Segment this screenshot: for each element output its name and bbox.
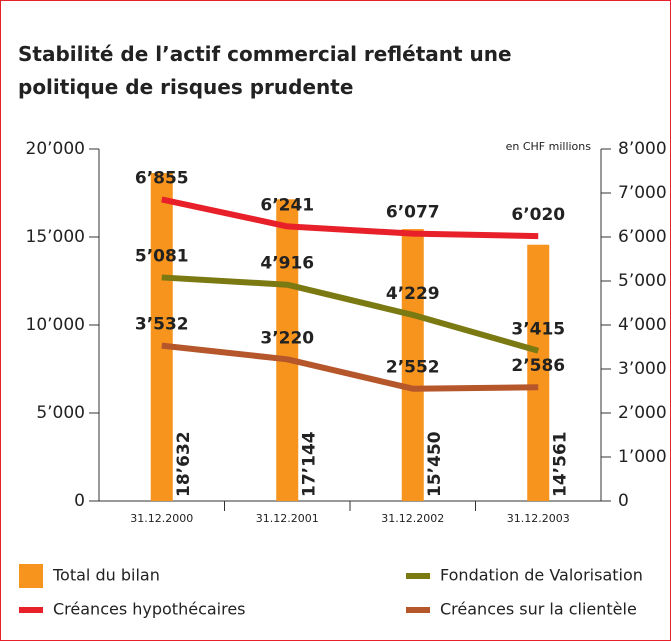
line-value-label: 2’586 — [511, 356, 565, 376]
line — [161, 196, 539, 240]
chart-title: Stabilité de l’actif commercial reflétan… — [18, 42, 512, 99]
legend-label: Fondation de Valorisation — [440, 566, 643, 585]
legend-label: Total du bilan — [52, 566, 160, 585]
bar-value-label: 14’561 — [550, 431, 570, 497]
legend-label: Créances hypothécaires — [53, 600, 246, 619]
y-tick-label: 5’000 — [36, 403, 85, 423]
line-value-label: 4’229 — [386, 284, 440, 304]
legend-swatch — [406, 573, 430, 579]
x-tick-label: 31.12.2003 — [507, 512, 570, 525]
line-value-label: 5’081 — [135, 246, 189, 266]
line-value-label: 2’552 — [386, 358, 440, 378]
bar — [276, 199, 299, 501]
legend-swatch — [406, 607, 430, 613]
line-value-label: 6’077 — [386, 203, 440, 223]
legend-label: Créances sur la clientèle — [440, 600, 637, 619]
bar-value-label: 15’450 — [425, 431, 445, 497]
line-value-label: 3’415 — [511, 320, 565, 340]
y2-tick-label: 8’000 — [618, 139, 667, 159]
y2-tick-label: 3’000 — [618, 359, 667, 379]
y2-tick-label: 5’000 — [618, 271, 667, 291]
legend-swatch — [19, 564, 43, 588]
line-value-label: 4’916 — [260, 254, 314, 274]
y-tick-label: 20’000 — [26, 139, 85, 159]
line-value-label: 3’220 — [260, 328, 314, 348]
legend-swatch — [19, 607, 43, 613]
x-tick-label: 31.12.2002 — [381, 512, 444, 525]
y-tick-label: 10’000 — [26, 315, 85, 335]
y2-tick-label: 2’000 — [618, 403, 667, 423]
line-value-label: 3’532 — [135, 315, 189, 335]
y2-tick-label: 4’000 — [618, 315, 667, 335]
y2-tick-label: 1’000 — [618, 447, 667, 467]
line — [161, 274, 540, 354]
bar — [527, 244, 550, 502]
unit-annotation: en CHF millions — [506, 140, 592, 153]
y2-tick-label: 6’000 — [618, 227, 667, 247]
line-value-label: 6’020 — [511, 205, 565, 225]
y2-tick-label: 0 — [618, 491, 629, 511]
x-tick-label: 31.12.2000 — [130, 512, 193, 525]
y2-tick-label: 7’000 — [618, 183, 667, 203]
bar-value-label: 18’632 — [174, 431, 194, 497]
bar — [150, 173, 173, 502]
y-tick-label: 0 — [74, 491, 85, 511]
line — [161, 342, 539, 392]
x-tick-label: 31.12.2001 — [256, 512, 319, 525]
line-value-label: 6’855 — [135, 168, 189, 188]
bar — [401, 229, 424, 501]
bar-value-label: 17’144 — [299, 431, 319, 497]
line-value-label: 6’241 — [260, 195, 314, 215]
y-tick-label: 15’000 — [26, 227, 85, 247]
